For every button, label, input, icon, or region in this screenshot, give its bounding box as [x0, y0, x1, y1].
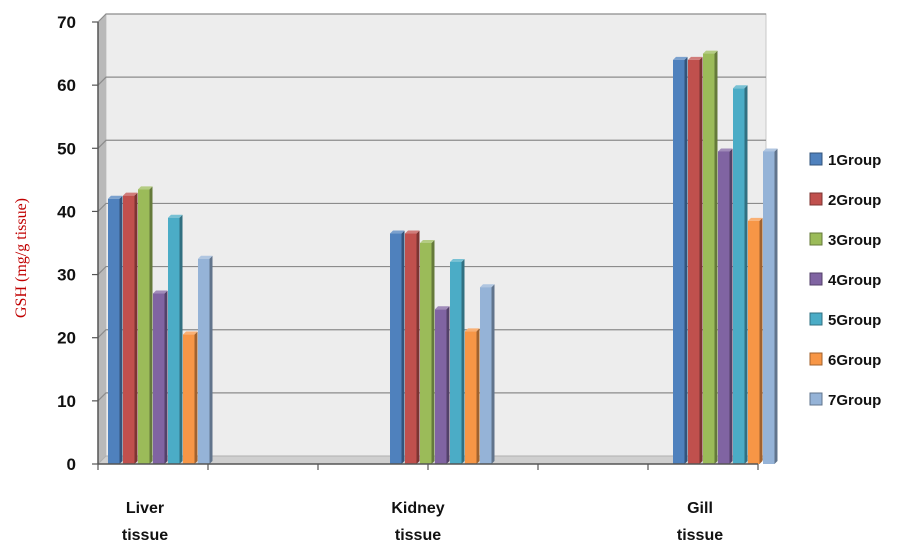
x-tick-label: tissue: [677, 527, 723, 542]
bar: [390, 230, 405, 464]
gridline: [97, 392, 766, 402]
legend-item: 3Group: [809, 232, 881, 249]
legend-item: 6Group: [809, 352, 881, 369]
bar: [138, 186, 153, 465]
legend: 1Group 2Group 3Group 4Group 5Group 6Group 7Gro…: [809, 152, 881, 409]
legend-swatch: [809, 312, 823, 326]
legend-label: 6Group: [828, 352, 881, 369]
bar: [703, 50, 718, 464]
bar: [108, 195, 123, 465]
y-tick-label: 10: [57, 392, 76, 411]
bar: [718, 148, 733, 464]
legend-item: 2Group: [809, 192, 881, 209]
x-tick-label: Liver: [126, 500, 164, 517]
bar: [480, 284, 495, 464]
bar: [435, 306, 450, 464]
bar: [763, 148, 778, 464]
side-wall: [98, 14, 106, 464]
bar: [420, 240, 435, 464]
y-tick-label: 70: [57, 13, 76, 32]
gridline: [97, 265, 766, 275]
gridline: [97, 76, 766, 86]
bar: [673, 56, 688, 465]
y-tick-label: 60: [57, 76, 76, 95]
x-tick-labels: Liver tissue Kidney tissue Gill tissue: [122, 500, 723, 542]
bar: [748, 217, 763, 464]
legend-label: 7Group: [828, 392, 881, 409]
legend-item: 1Group: [809, 152, 881, 169]
legend-label: 4Group: [828, 272, 881, 289]
y-tick-label: 0: [67, 455, 76, 474]
bar: [733, 85, 748, 465]
gridline: [97, 202, 766, 212]
bar: [198, 255, 213, 464]
legend-swatch: [809, 392, 823, 406]
y-tick-label: 30: [57, 266, 76, 285]
x-tick-label: Gill: [687, 500, 713, 517]
x-tick-label: tissue: [122, 527, 168, 542]
bar: [405, 230, 420, 464]
legend-swatch: [809, 352, 823, 366]
y-tick-label: 50: [57, 139, 76, 158]
legend-label: 2Group: [828, 192, 881, 209]
bar: [465, 328, 480, 464]
y-tick-labels: 0 10 20 30 40 50 60 70: [57, 13, 76, 474]
legend-label: 5Group: [828, 312, 881, 329]
legend-swatch: [809, 272, 823, 286]
bar: [183, 331, 198, 464]
legend-item: 5Group: [809, 312, 881, 329]
bar: [168, 214, 183, 464]
x-tick-label: tissue: [395, 527, 441, 542]
bar: [450, 258, 465, 464]
axes: [92, 21, 759, 470]
y-axis-title: GSH (mg/g tissue): [13, 198, 30, 318]
legend-item: 4Group: [809, 272, 881, 289]
legend-swatch: [809, 232, 823, 246]
bar: [153, 290, 168, 464]
legend-label: 3Group: [828, 232, 881, 249]
bar: [123, 192, 138, 464]
bars: [108, 50, 778, 465]
legend-label: 1Group: [828, 152, 881, 169]
bar: [688, 56, 703, 465]
gridline: [97, 329, 766, 339]
y-tick-label: 20: [57, 329, 76, 348]
x-tick-label: Kidney: [391, 500, 444, 517]
legend-swatch: [809, 152, 823, 166]
gridline: [97, 13, 766, 23]
y-tick-label: 40: [57, 202, 76, 221]
gridlines: [97, 13, 766, 402]
gridline: [97, 139, 766, 149]
legend-swatch: [809, 192, 823, 206]
legend-item: 7Group: [809, 392, 881, 409]
